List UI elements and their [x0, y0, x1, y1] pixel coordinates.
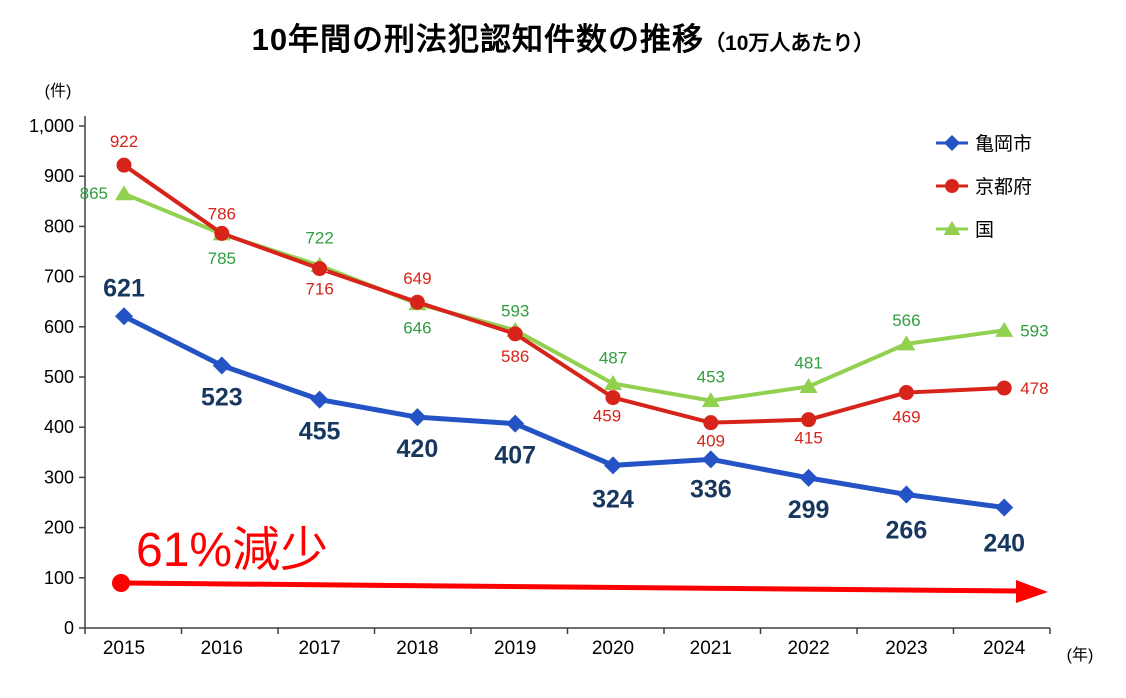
data-label: 593 — [501, 301, 529, 320]
series-line-2 — [122, 191, 1007, 403]
data-label: 240 — [983, 530, 1025, 558]
y-tick-label: 1,000 — [29, 116, 74, 136]
x-tick-label: 2015 — [103, 638, 145, 659]
data-label: 336 — [690, 475, 732, 503]
chart-title: 10年間の刑法犯認知件数の推移（10万人あたり） — [0, 14, 1126, 59]
data-label: 649 — [403, 269, 431, 288]
data-label: 459 — [593, 407, 621, 426]
data-point-circle — [214, 225, 230, 241]
legend-label: 亀岡市 — [975, 133, 1032, 155]
data-label: 785 — [208, 249, 236, 268]
y-tick-label: 700 — [44, 267, 74, 287]
data-label: 453 — [697, 368, 725, 387]
data-label: 922 — [110, 132, 138, 151]
data-point-circle — [898, 385, 914, 401]
data-point-diamond — [212, 356, 231, 375]
data-label: 409 — [697, 432, 725, 451]
data-point-diamond — [995, 498, 1014, 517]
data-label: 523 — [201, 383, 243, 411]
data-label: 865 — [80, 184, 108, 203]
series-line-1 — [122, 163, 1007, 425]
data-point-circle — [703, 415, 719, 431]
annotation-arrow-line — [120, 580, 1021, 594]
data-point-circle — [116, 157, 132, 173]
y-tick-label: 600 — [44, 317, 74, 337]
data-point-circle — [409, 294, 425, 310]
x-axis-unit: (年) — [1067, 646, 1094, 664]
y-tick-label: 100 — [44, 568, 74, 588]
legend-marker-diamond — [944, 135, 960, 151]
data-point-circle — [801, 412, 817, 428]
x-tick-label: 2017 — [298, 638, 340, 659]
data-label: 566 — [892, 311, 920, 330]
data-point-triangle — [115, 185, 133, 201]
data-label: 621 — [103, 274, 145, 302]
data-label: 455 — [299, 418, 341, 446]
data-point-diamond — [506, 414, 525, 433]
data-point-triangle — [799, 378, 818, 394]
data-point-diamond — [310, 390, 329, 409]
data-label: 299 — [788, 496, 830, 524]
data-label: 586 — [501, 347, 529, 366]
data-label: 407 — [494, 442, 536, 470]
data-label: 722 — [305, 229, 333, 248]
annotation-arrow-head — [1016, 580, 1048, 603]
x-tick-label: 2020 — [592, 638, 634, 659]
data-label: 786 — [208, 204, 236, 223]
data-point-diamond — [604, 456, 622, 475]
x-tick-label: 2016 — [201, 638, 243, 659]
y-tick-label: 900 — [44, 166, 74, 186]
data-point-circle — [605, 390, 621, 406]
y-tick-label: 300 — [44, 467, 74, 487]
data-label: 481 — [794, 354, 822, 373]
data-label: 415 — [794, 429, 822, 448]
data-label: 469 — [892, 408, 920, 427]
legend-label: 京都府 — [975, 176, 1032, 198]
data-point-diamond — [408, 408, 427, 427]
data-point-diamond — [115, 307, 133, 326]
data-label: 478 — [1020, 379, 1048, 398]
data-point-circle — [996, 380, 1012, 396]
y-tick-label: 0 — [64, 618, 74, 638]
data-label: 420 — [397, 435, 439, 463]
data-point-circle — [507, 326, 523, 342]
y-tick-label: 500 — [44, 367, 74, 387]
series-line-0 — [121, 313, 1007, 511]
legend-label: 国 — [975, 220, 994, 241]
chart-title-main: 10年間の刑法犯認知件数の推移 — [251, 22, 705, 57]
y-axis-unit: (件) — [45, 82, 72, 100]
data-label: 487 — [599, 349, 627, 368]
y-tick-label: 200 — [44, 518, 74, 538]
legend-marker-circle — [945, 179, 959, 193]
x-tick-label: 2023 — [885, 638, 927, 659]
x-tick-label: 2022 — [787, 638, 829, 659]
legend-marker-triangle — [943, 221, 961, 235]
data-point-circle — [312, 261, 328, 277]
data-point-triangle — [995, 321, 1014, 337]
chart-title-sub: （10万人あたり） — [704, 32, 875, 55]
data-point-diamond — [799, 468, 818, 487]
y-tick-label: 400 — [44, 417, 74, 437]
data-label: 324 — [592, 485, 634, 513]
data-label: 593 — [1020, 321, 1048, 340]
data-label: 266 — [886, 516, 928, 544]
annotation-text: 61%減少 — [136, 524, 328, 577]
x-tick-label: 2019 — [494, 638, 536, 659]
data-point-triangle — [604, 375, 622, 391]
data-point-triangle — [701, 392, 720, 408]
x-tick-label: 2018 — [396, 638, 438, 659]
data-point-diamond — [897, 485, 916, 504]
data-point-triangle — [897, 335, 916, 351]
y-tick-label: 800 — [44, 216, 74, 236]
data-point-diamond — [701, 450, 720, 469]
x-tick-label: 2021 — [690, 638, 732, 659]
data-label: 646 — [403, 319, 431, 338]
data-label: 716 — [305, 280, 333, 299]
x-tick-label: 2024 — [983, 638, 1026, 659]
